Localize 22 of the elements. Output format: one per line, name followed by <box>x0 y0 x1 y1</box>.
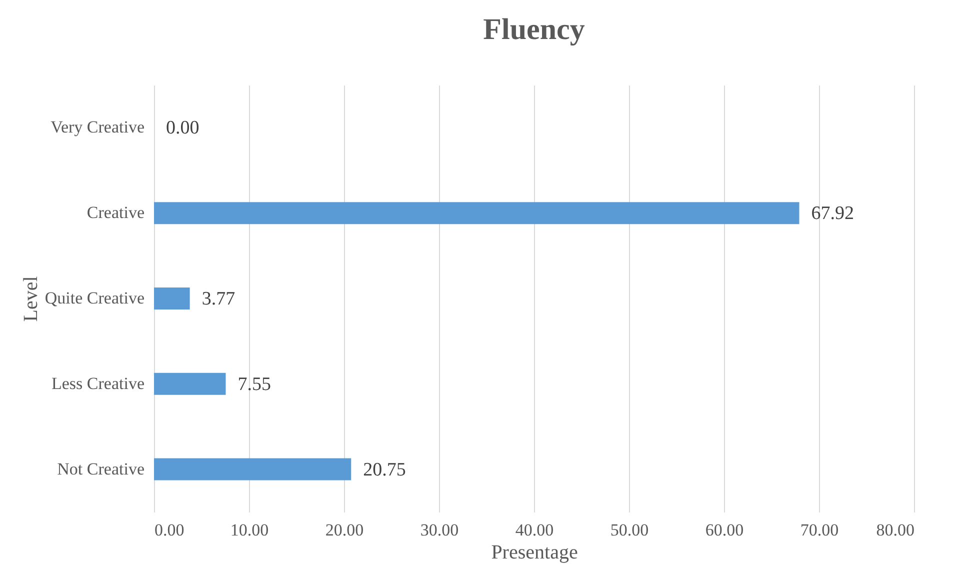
chart-title: Fluency <box>483 13 585 46</box>
y-axis-title: Level <box>20 276 42 322</box>
data-label: 20.75 <box>363 459 406 480</box>
x-axis-title: Presentage <box>491 542 578 564</box>
x-tick-label: 60.00 <box>705 520 744 540</box>
x-tick-label: 30.00 <box>420 520 459 540</box>
x-tick-label: 0.00 <box>154 520 184 540</box>
data-label: 0.00 <box>166 118 200 139</box>
x-tick-label: 50.00 <box>610 520 649 540</box>
x-tick-label: 20.00 <box>325 520 364 540</box>
y-tick-label: Quite Creative <box>44 288 144 308</box>
y-tick-label: Not Creative <box>57 459 144 478</box>
y-tick-label: Very Creative <box>50 118 144 137</box>
data-label: 3.77 <box>202 288 236 310</box>
data-label: 67.92 <box>811 203 854 224</box>
x-tick-label: 10.00 <box>230 520 269 540</box>
data-label: 7.55 <box>238 374 271 395</box>
y-tick-label: Creative <box>86 203 144 222</box>
y-tick-label: Less Creative <box>52 374 144 393</box>
x-tick-label: 40.00 <box>515 520 554 540</box>
x-tick-label: 70.00 <box>800 520 839 540</box>
x-tick-label: 80.00 <box>876 520 914 540</box>
